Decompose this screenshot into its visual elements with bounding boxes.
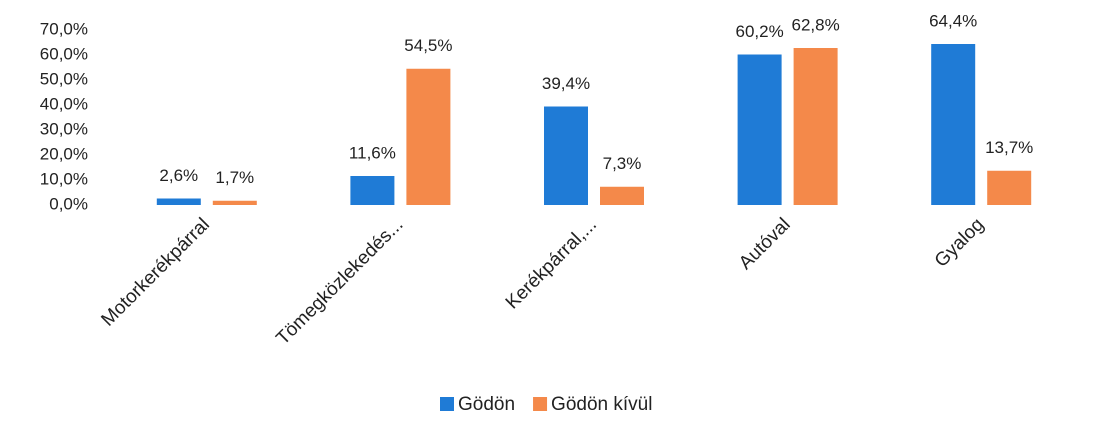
bar	[212, 200, 257, 205]
x-tick-label: Kerékpárral,...	[502, 214, 601, 313]
bar	[350, 176, 395, 205]
legend-label: Gödön kívül	[551, 394, 652, 415]
bar	[544, 106, 588, 205]
value-label: 2,6%	[159, 166, 198, 185]
x-tick-label: Gyalog	[931, 214, 988, 271]
value-label: 11,6%	[349, 143, 396, 162]
y-tick-label: 40,0%	[40, 94, 88, 113]
bar	[931, 44, 976, 205]
legend-swatch	[440, 397, 454, 411]
value-label: 39,4%	[542, 74, 590, 93]
y-tick-label: 70,0%	[40, 19, 88, 38]
value-label: 64,4%	[929, 11, 977, 30]
value-label: 54,5%	[404, 36, 452, 55]
x-tick-label: Motorkerékpárral	[97, 214, 213, 330]
y-tick-label: 50,0%	[40, 69, 88, 88]
y-tick-label: 60,0%	[40, 44, 88, 63]
x-tick-label: Tömegközlekedés...	[272, 214, 407, 349]
bar	[987, 170, 1032, 205]
y-tick-label: 30,0%	[40, 119, 88, 138]
bar	[156, 198, 201, 205]
value-label: 62,8%	[791, 15, 839, 34]
bar	[737, 54, 782, 205]
y-tick-label: 0,0%	[49, 194, 88, 213]
value-label: 7,3%	[603, 154, 642, 173]
legend-label: Gödön	[458, 394, 515, 415]
bar	[600, 186, 644, 205]
x-tick-label: Autóval	[735, 214, 795, 274]
value-label: 13,7%	[985, 138, 1033, 157]
value-label: 1,7%	[215, 168, 254, 187]
value-label: 60,2%	[735, 22, 783, 41]
bar	[406, 68, 451, 205]
bar	[793, 48, 838, 205]
legend-swatch	[533, 397, 548, 411]
y-tick-label: 10,0%	[40, 169, 88, 188]
y-tick-label: 20,0%	[40, 144, 88, 163]
